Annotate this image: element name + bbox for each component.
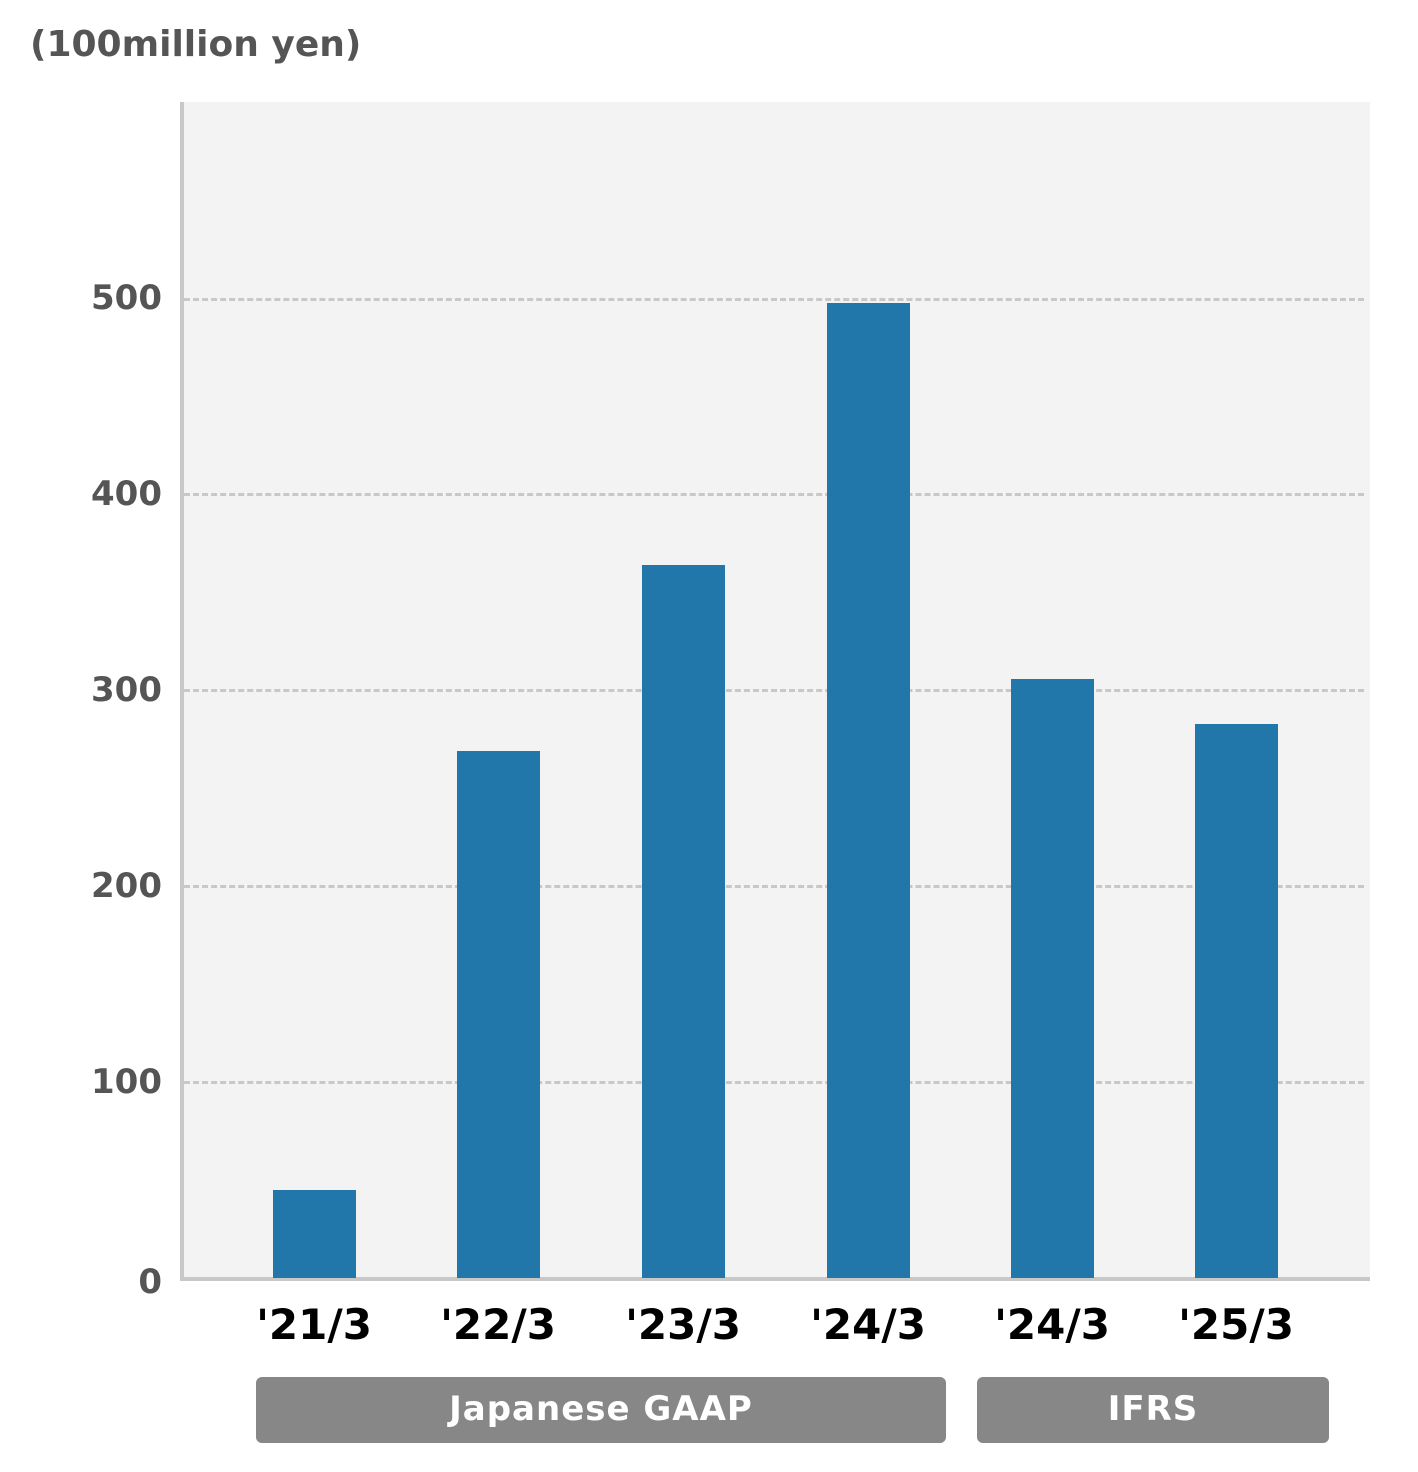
x-tick-23-3: '23/3 <box>625 1300 741 1349</box>
bar-22-3 <box>457 751 540 1278</box>
x-tick-24-3-gaap: '24/3 <box>810 1300 926 1349</box>
bar-23-3 <box>642 565 725 1278</box>
y-tick-300: 300 <box>91 670 162 710</box>
bar-24-3-gaap <box>827 303 910 1278</box>
bar-21-3 <box>273 1190 356 1278</box>
x-tick-22-3: '22/3 <box>440 1300 556 1349</box>
gridline-100 <box>184 1081 1364 1084</box>
x-tick-21-3: '21/3 <box>256 1300 372 1349</box>
group-label-japanese-gaap: Japanese GAAP <box>256 1377 946 1443</box>
x-tick-24-3-ifrs: '24/3 <box>994 1300 1110 1349</box>
gridline-200 <box>184 885 1364 888</box>
y-axis-line <box>180 102 184 1280</box>
y-tick-500: 500 <box>91 278 162 318</box>
group-label-ifrs: IFRS <box>977 1377 1329 1443</box>
gridline-400 <box>184 493 1364 496</box>
gridline-500 <box>184 298 1364 301</box>
y-tick-100: 100 <box>91 1062 162 1102</box>
y-tick-400: 400 <box>91 474 162 514</box>
y-axis-unit-label: (100million yen) <box>30 24 362 65</box>
y-tick-200: 200 <box>91 866 162 906</box>
bar-25-3 <box>1195 724 1278 1278</box>
bar-24-3-ifrs <box>1011 679 1094 1278</box>
gridline-300 <box>184 689 1364 692</box>
x-tick-25-3: '25/3 <box>1178 1300 1294 1349</box>
x-axis-line <box>180 1277 1370 1281</box>
y-tick-0: 0 <box>138 1262 162 1302</box>
